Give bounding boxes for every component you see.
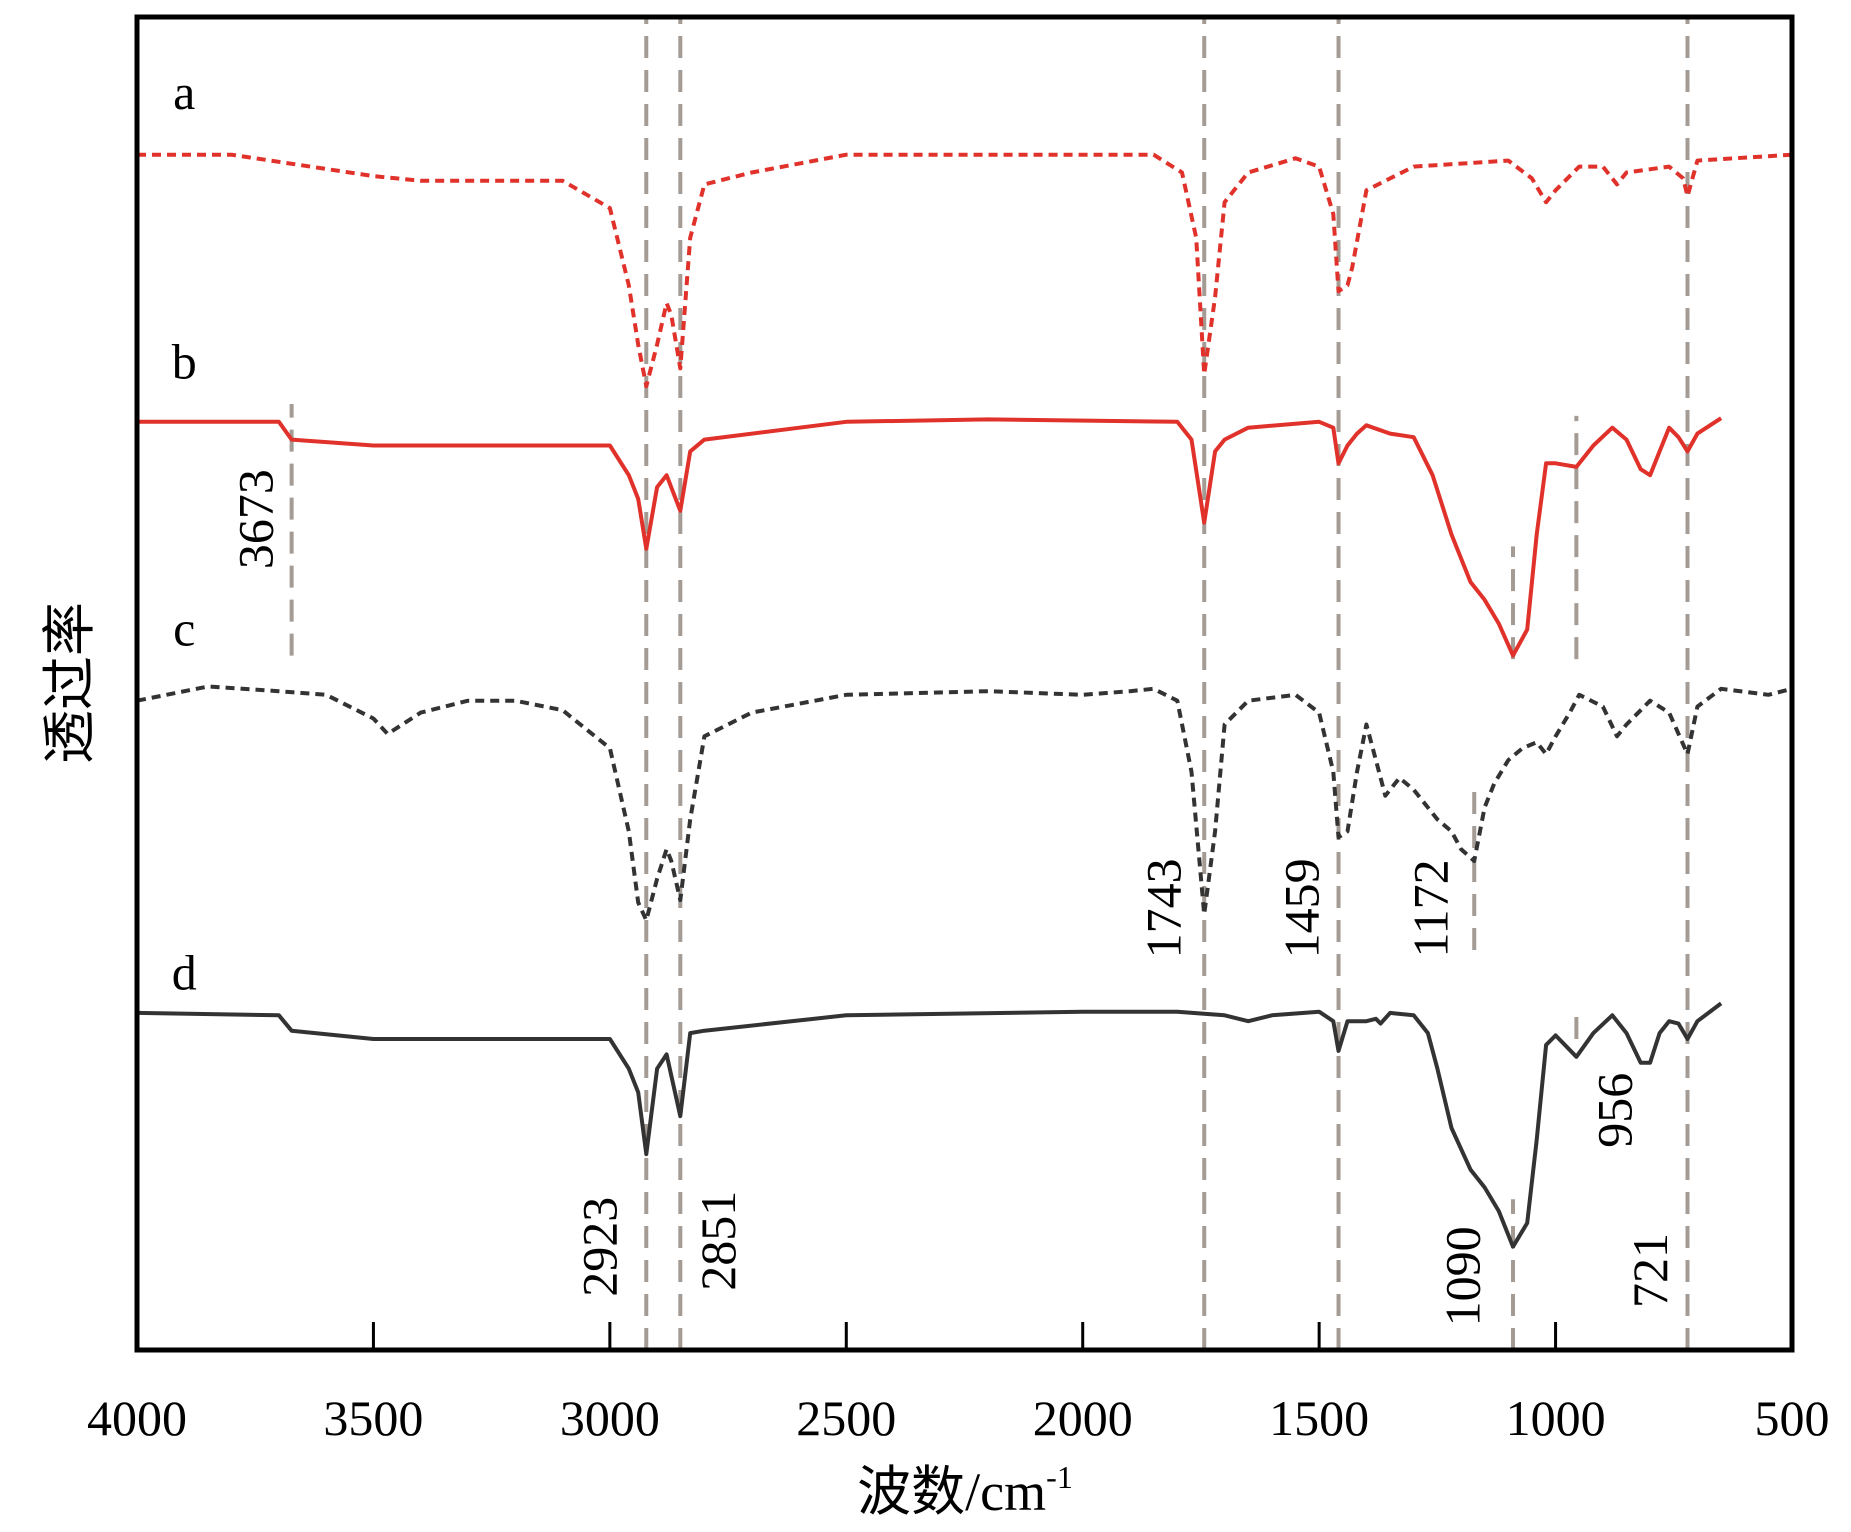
series-label-c: c	[173, 600, 195, 656]
y-axis-label: 透过率	[40, 602, 100, 764]
spectra-curves	[136, 152, 1793, 1249]
x-tick-label-1000: 1000	[1506, 1390, 1606, 1446]
x-axis-ticks: 4000 3500 3000 2500 2000 1500 1000 500	[87, 1322, 1830, 1446]
peak-annotation-1459: 1459	[1274, 858, 1330, 958]
peak-annotation-1743: 1743	[1136, 858, 1192, 958]
peak-annotation-2923: 2923	[571, 1197, 627, 1297]
x-tick-label-2000: 2000	[1033, 1390, 1133, 1446]
series-labels: a b c d	[172, 64, 197, 1001]
peak-annotation-1090: 1090	[1434, 1226, 1490, 1326]
series-a-line	[137, 152, 1793, 389]
x-tick-label-500: 500	[1755, 1390, 1830, 1446]
peak-annotation-721: 721	[1622, 1233, 1678, 1308]
series-c-line	[136, 684, 1793, 923]
x-axis-label: 波数/cm-1	[857, 1459, 1073, 1522]
series-b-line	[137, 416, 1723, 658]
peak-annotations: 3673 1743 1459 1172 2923 2851 1090 956 721	[228, 469, 1678, 1326]
peak-annotation-2851: 2851	[690, 1191, 746, 1291]
series-label-b: b	[172, 333, 197, 389]
series-d-line	[136, 1001, 1723, 1249]
series-label-d: d	[172, 945, 197, 1001]
x-tick-label-2500: 2500	[796, 1390, 896, 1446]
x-tick-label-1500: 1500	[1269, 1390, 1369, 1446]
peak-annotation-1172: 1172	[1402, 859, 1458, 957]
peak-annotation-3673: 3673	[228, 469, 284, 569]
x-axis-label-superscript: -1	[1046, 1459, 1073, 1495]
peak-annotation-956: 956	[1587, 1073, 1643, 1148]
series-label-a: a	[173, 64, 195, 120]
x-tick-label-3500: 3500	[323, 1390, 423, 1446]
reference-lines	[289, 17, 1690, 1350]
x-tick-label-4000: 4000	[87, 1390, 187, 1446]
plot-frame	[134, 14, 1795, 1353]
x-axis-label-main: 波数/cm	[857, 1462, 1046, 1522]
x-tick-label-3000: 3000	[560, 1390, 660, 1446]
